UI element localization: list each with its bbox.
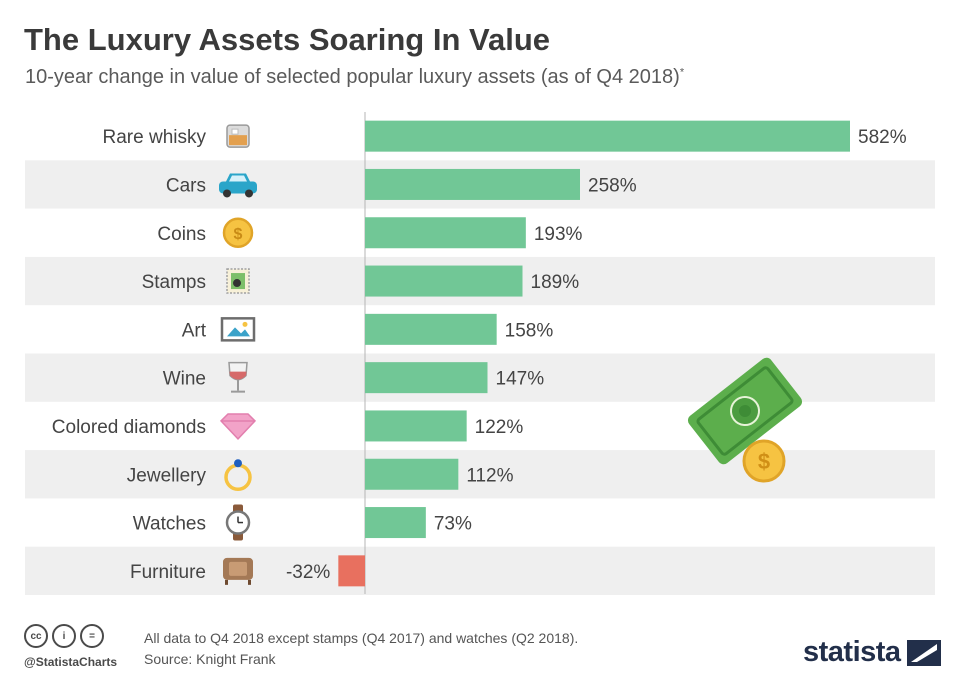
picture-frame-icon: [220, 317, 256, 342]
chart-subtitle: 10-year change in value of selected popu…: [25, 66, 684, 89]
bar: [365, 410, 467, 442]
bar: [365, 265, 523, 297]
no-derivatives-icon: =: [80, 624, 104, 648]
money-coin-icon: $: [742, 439, 786, 483]
category-label: Stamps: [142, 272, 206, 293]
category-label: Wine: [163, 369, 206, 390]
category-label: Coins: [157, 224, 206, 245]
diamond-icon: [219, 413, 257, 441]
category-label: Art: [182, 320, 207, 341]
bar: [365, 168, 580, 200]
statista-logo[interactable]: statista: [803, 636, 941, 669]
svg-text:$: $: [758, 449, 770, 474]
coin-icon: $: [222, 217, 254, 248]
bar: [365, 217, 526, 249]
category-icons: $: [219, 124, 257, 585]
car-icon: [219, 173, 257, 198]
whisky-glass-icon: [226, 124, 250, 148]
category-label: Colored diamonds: [52, 417, 206, 438]
category-label: Furniture: [130, 562, 206, 583]
twitter-handle: @StatistaCharts: [24, 655, 118, 669]
bars: Rare whisky 582% Cars 258% Coins 193% Stamps 18…: [52, 120, 907, 587]
value-label: 147%: [496, 369, 545, 390]
value-label: 193%: [534, 224, 583, 245]
statista-wordmark: statista: [803, 636, 901, 668]
bar: [365, 507, 426, 539]
chart-title: The Luxury Assets Soaring In Value: [24, 22, 551, 57]
source-note: Source: Knight Frank: [144, 651, 276, 667]
attribution-icon: i: [52, 624, 76, 648]
bar: [365, 313, 497, 345]
data-note: All data to Q4 2018 except stamps (Q4 20…: [144, 630, 579, 646]
creative-commons-icon: cc: [24, 624, 48, 648]
armchair-icon: [223, 557, 253, 585]
value-label: 158%: [505, 320, 554, 341]
category-label: Rare whisky: [103, 127, 207, 148]
row-band: [25, 546, 935, 595]
license-icons: cc i =: [24, 624, 104, 648]
category-label: Jewellery: [127, 465, 207, 486]
svg-text:$: $: [234, 226, 243, 243]
watch-icon: [225, 504, 251, 541]
category-label: Cars: [166, 175, 206, 196]
value-label: 112%: [466, 465, 513, 486]
bar: [365, 362, 488, 394]
value-label: 258%: [588, 175, 637, 196]
wine-glass-icon: [228, 361, 248, 393]
value-label: -32%: [286, 562, 330, 583]
value-label: 122%: [475, 417, 524, 438]
bar: [365, 120, 850, 152]
ring-icon: [224, 459, 252, 491]
subtitle-footnote-mark: *: [679, 66, 685, 79]
value-label: 582%: [858, 127, 907, 148]
footnote: All data to Q4 2018 except stamps (Q4 20…: [144, 628, 578, 670]
money-illustration-icon: [687, 357, 803, 465]
statista-logo-icon: [906, 639, 941, 666]
bar: [338, 555, 365, 587]
bar: [365, 458, 459, 490]
subtitle-text: 10-year change in value of selected popu…: [25, 66, 680, 88]
category-label: Watches: [133, 514, 206, 535]
value-label: 189%: [531, 272, 580, 293]
value-label: 73%: [434, 514, 472, 535]
stamp-icon: [226, 268, 250, 294]
